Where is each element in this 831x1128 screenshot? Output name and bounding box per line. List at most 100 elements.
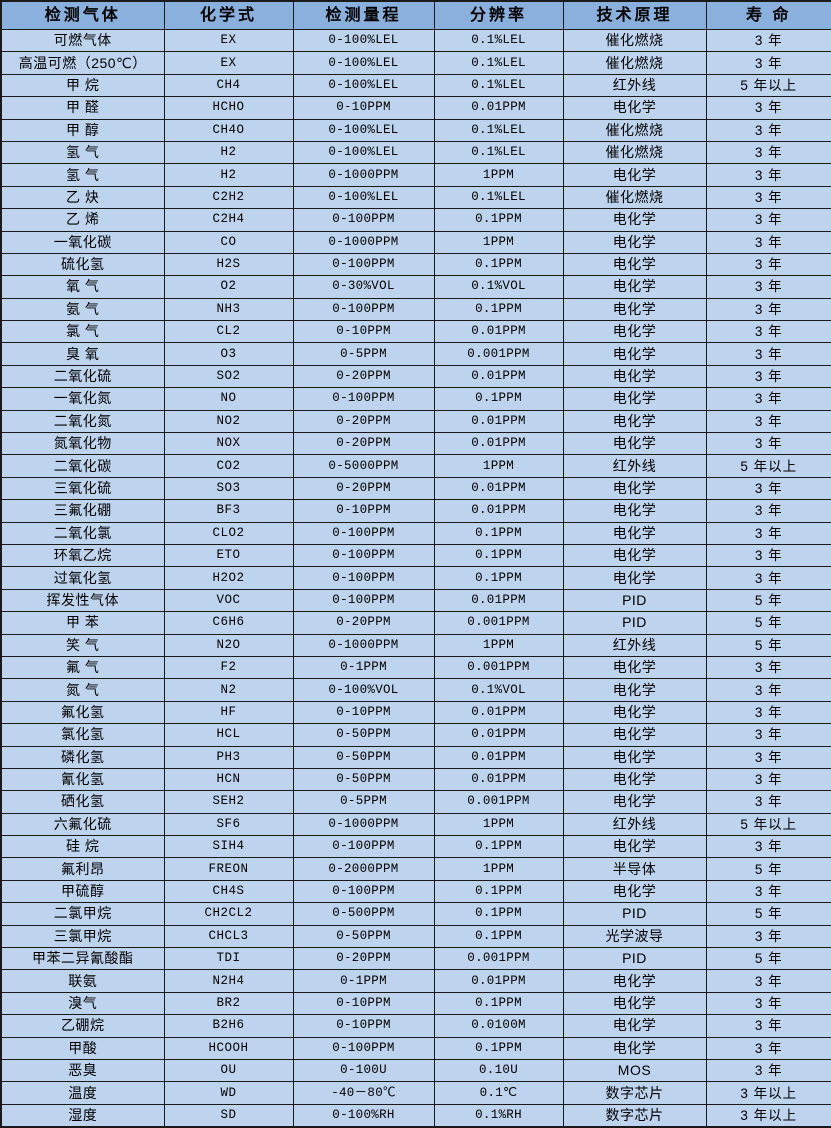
cell-resolution: 1PPM xyxy=(433,230,564,254)
cell-principle: 电化学 xyxy=(562,208,707,232)
cell-principle: 电化学 xyxy=(562,543,707,568)
cell-principle: 电化学 xyxy=(562,230,707,254)
cell-resolution: 0.1%LEL xyxy=(433,73,564,98)
cell-gas: 环氧乙烷 xyxy=(0,543,165,568)
cell-life: 3 年以上 xyxy=(705,1081,831,1105)
table-row: 环氧乙烷 ETO 0-100PPM 0.1PPM 电化学 3 年 xyxy=(0,543,831,568)
cell-resolution: 0.01PPM xyxy=(433,432,564,456)
cell-gas: 高温可燃（250℃） xyxy=(0,51,165,75)
cell-formula: H2 xyxy=(163,140,294,165)
cell-range: 0-20PPM xyxy=(292,409,435,434)
cell-gas: 甲硫醇 xyxy=(0,879,165,904)
cell-formula: B2H6 xyxy=(163,1014,294,1038)
column-header-gas: 检测气体 xyxy=(0,1,165,30)
cell-resolution: 0.1℃ xyxy=(433,1081,564,1105)
table-row: 臭 氧 O3 0-5PPM 0.001PPM 电化学 3 年 xyxy=(0,342,831,366)
cell-gas: 三氧化硫 xyxy=(0,476,165,501)
table-row: 氢 气 H2 0-100%LEL 0.1%LEL 催化燃烧 3 年 xyxy=(0,140,831,165)
cell-resolution: 0.1%LEL xyxy=(433,51,564,75)
cell-life: 3 年 xyxy=(705,790,831,814)
cell-range: 0-1000PPM xyxy=(292,163,435,187)
cell-gas: 二氧化氮 xyxy=(0,409,165,434)
table-row: 二氧化硫 SO2 0-20PPM 0.01PPM 电化学 3 年 xyxy=(0,364,831,389)
cell-range: 0-1PPM xyxy=(292,655,435,680)
cell-principle: PID xyxy=(562,611,707,635)
cell-range: 0-100PPM xyxy=(292,566,435,590)
table-row: 氨 气 NH3 0-100PPM 0.1PPM 电化学 3 年 xyxy=(0,297,831,322)
cell-principle: 电化学 xyxy=(562,678,707,702)
cell-range: 0-100%RH xyxy=(292,1103,435,1128)
cell-range: 0-50PPM xyxy=(292,745,435,769)
cell-life: 3 年 xyxy=(705,163,831,187)
cell-resolution: 0.1%RH xyxy=(433,1103,564,1128)
cell-resolution: 0.01PPM xyxy=(433,969,564,993)
cell-resolution: 1PPM xyxy=(433,857,564,881)
cell-principle: 电化学 xyxy=(562,700,707,725)
cell-principle: 电化学 xyxy=(562,879,707,904)
cell-range: 0-1000PPM xyxy=(292,633,435,657)
cell-principle: 电化学 xyxy=(562,499,707,523)
cell-gas: 硒化氢 xyxy=(0,790,165,814)
cell-resolution: 0.01PPM xyxy=(433,723,564,747)
cell-principle: 红外线 xyxy=(562,633,707,657)
cell-gas: 氮氧化物 xyxy=(0,432,165,456)
table-row: 氯 气 CL2 0-10PPM 0.01PPM 电化学 3 年 xyxy=(0,320,831,344)
cell-range: 0-100%LEL xyxy=(292,185,435,210)
cell-formula: BF3 xyxy=(163,499,294,523)
cell-life: 5 年 xyxy=(705,611,831,635)
cell-life: 3 年 xyxy=(705,543,831,568)
cell-resolution: 0.0100M xyxy=(433,1014,564,1038)
cell-life: 3 年 xyxy=(705,700,831,725)
cell-life: 3 年 xyxy=(705,723,831,747)
table-row: 甲硫醇 CH4S 0-100PPM 0.1PPM 电化学 3 年 xyxy=(0,879,831,904)
cell-formula: HCOOH xyxy=(163,1036,294,1060)
cell-resolution: 0.1PPM xyxy=(433,991,564,1016)
cell-gas: 六氟化硫 xyxy=(0,812,165,837)
cell-life: 5 年 xyxy=(705,947,831,971)
cell-resolution: 0.001PPM xyxy=(433,342,564,366)
table-row: 二氧化碳 CO2 0-5000PPM 1PPM 红外线 5 年以上 xyxy=(0,454,831,478)
cell-formula: NO xyxy=(163,387,294,411)
cell-formula: O3 xyxy=(163,342,294,366)
cell-principle: 催化燃烧 xyxy=(562,118,707,142)
table-row: 三氟化硼 BF3 0-10PPM 0.01PPM 电化学 3 年 xyxy=(0,499,831,523)
cell-range: 0-500PPM xyxy=(292,902,435,926)
cell-life: 3 年 xyxy=(705,320,831,344)
cell-gas: 甲 烷 xyxy=(0,73,165,98)
cell-gas: 甲 醛 xyxy=(0,96,165,120)
cell-gas: 一氧化氮 xyxy=(0,387,165,411)
cell-gas: 溴气 xyxy=(0,991,165,1016)
cell-principle: 电化学 xyxy=(562,835,707,859)
cell-life: 3 年 xyxy=(705,1014,831,1038)
column-header-range: 检测量程 xyxy=(292,1,435,30)
cell-formula: HCN xyxy=(163,767,294,792)
cell-formula: CO2 xyxy=(163,454,294,478)
cell-gas: 一氧化碳 xyxy=(0,230,165,254)
cell-range: 0-5PPM xyxy=(292,790,435,814)
cell-formula: O2 xyxy=(163,275,294,299)
cell-range: 0-10PPM xyxy=(292,499,435,523)
cell-resolution: 0.1PPM xyxy=(433,835,564,859)
cell-range: 0-50PPM xyxy=(292,767,435,792)
cell-gas: 二氧化氯 xyxy=(0,521,165,545)
cell-gas: 臭 氧 xyxy=(0,342,165,366)
cell-principle: 催化燃烧 xyxy=(562,51,707,75)
cell-principle: 电化学 xyxy=(562,969,707,993)
cell-formula: CH2CL2 xyxy=(163,902,294,926)
cell-principle: 电化学 xyxy=(562,1014,707,1038)
table-row: 六氟化硫 SF6 0-1000PPM 1PPM 红外线 5 年以上 xyxy=(0,812,831,837)
cell-range: 0-1PPM xyxy=(292,969,435,993)
cell-life: 3 年 xyxy=(705,678,831,702)
cell-gas: 恶臭 xyxy=(0,1058,165,1083)
cell-formula: SO2 xyxy=(163,364,294,389)
table-body: 可燃气体 EX 0-100%LEL 0.1%LEL 催化燃烧 3 年高温可燃（250℃） E… xyxy=(0,28,831,1128)
cell-life: 3 年 xyxy=(705,969,831,993)
cell-range: 0-20PPM xyxy=(292,947,435,971)
table-row: 乙硼烷 B2H6 0-10PPM 0.0100M 电化学 3 年 xyxy=(0,1014,831,1038)
cell-principle: 电化学 xyxy=(562,1036,707,1060)
cell-gas: 可燃气体 xyxy=(0,28,165,53)
table-row: 磷化氢 PH3 0-50PPM 0.01PPM 电化学 3 年 xyxy=(0,745,831,769)
cell-gas: 氟利昂 xyxy=(0,857,165,881)
cell-resolution: 0.1%LEL xyxy=(433,118,564,142)
cell-life: 3 年 xyxy=(705,499,831,523)
